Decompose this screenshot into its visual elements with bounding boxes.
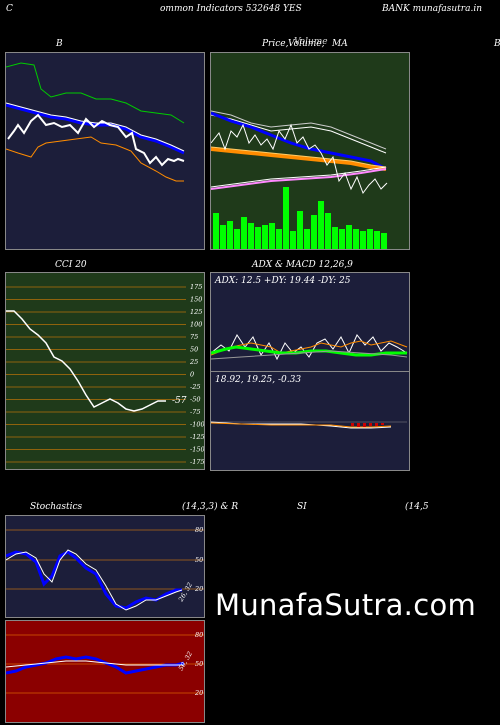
rsi-params: (14,5 [405,502,429,512]
rsi-tick-80: 80 [195,631,203,639]
ma-pink-white [211,166,387,188]
watermark: MunafaSutra.com [215,588,477,622]
ma-upper-white [211,114,387,154]
price-volume-chart [210,52,410,250]
bb-middle-band [6,103,185,155]
price-line [211,123,388,195]
bb-lower-band [6,136,184,182]
cci-tick-label: 25 [189,358,198,366]
adx-readout: ADX: 12.5 +DY: 19.44 -DY: 25 [215,276,351,286]
cci-tick-label: -150 [190,446,204,454]
price-svg [211,110,388,249]
rsi-tick-50: 50 [195,660,203,668]
cci-tick-label: -25 [190,383,200,391]
stoch-svg: 80 50 20 26, 32 [6,526,204,611]
ma-orange-light [211,146,387,168]
bollinger-chart [5,52,205,250]
rsi-svg: 80 50 20 50, 32 [6,631,204,697]
stoch-tick-50: 50 [195,556,203,564]
rsi-last-label: 50, 32 [177,650,194,672]
adx-minus-di [211,340,408,356]
macd-signal [211,422,392,428]
ma-upper-grey [211,110,387,150]
cci-tick-label: -75 [190,408,200,416]
macd-chart: 18.92, 19.25, -0.33 [210,371,410,471]
macd-svg [211,421,407,429]
bb-price [7,113,185,167]
cci-tick-label: 100 [190,321,202,329]
cci-tick-label: -175 [190,458,204,466]
price-title-ma: MA [332,39,348,49]
bb-middle-band-line [6,102,185,152]
cci-tick-label: 50 [190,346,198,354]
rsi-title: SI [297,502,307,512]
ma-orange [211,147,387,171]
stoch-title: Stochastics [30,502,83,512]
header-site: BANK munafasutra.in [382,4,482,14]
cci-tick-label: 175 [190,283,202,291]
cci-line [6,310,166,412]
macd-readout: 18.92, 19.25, -0.33 [215,375,302,385]
rsi-white [6,660,184,668]
adx-svg [211,334,408,361]
adx-line [211,345,407,357]
cci-tick-label: -125 [190,433,204,441]
rsi-blue [6,655,185,675]
stoch-last-label: 26, 32 [176,581,194,604]
price-title: Price, [262,39,289,49]
stoch-d [6,549,183,611]
cci-last-label: -57 [172,396,187,406]
cci-svg: 175 150 125 100 75 50 25 0 -25 -50 -75 -100 -125 -150… [6,283,204,466]
bb-upper-band [6,62,185,124]
adx-title: ADX & MACD 12,26,9 [252,260,353,270]
adx-chart: ADX: 12.5 +DY: 19.44 -DY: 25 [210,272,410,372]
price-title-volume-overlap: Volume [294,37,328,47]
stoch-tick-20: 20 [194,585,203,593]
cci-tick-label: -50 [190,396,200,404]
price-title-volume: Volume, [288,39,325,49]
cci-tick-label: -100 [190,421,204,429]
ma-pink [211,168,387,190]
bollinger-svg [6,62,185,182]
stoch-tick-80: 80 [195,526,203,534]
cci-chart: 175 150 125 100 75 50 25 0 -25 -50 -75 -100 -125 -150… [5,272,205,470]
macd-histogram [351,423,384,427]
cci-tick-label: 125 [190,308,202,316]
stoch-params: (14,3,3) & R [182,502,239,512]
bb-title: B [56,39,63,49]
cci-tick-label: 150 [190,296,202,304]
volume-bars [213,187,387,249]
adx-grey [211,350,408,360]
cci-tick-label: 75 [190,333,198,341]
cci-tick-label: 0 [190,371,194,379]
right-edge-title: B [494,39,500,49]
ma-blue [211,111,387,171]
rsi-chart: 80 50 20 50, 32 [5,620,205,723]
stochastics-chart: 80 50 20 26, 32 [5,515,205,618]
header-left: C [6,4,13,14]
rsi-tick-20: 20 [194,689,203,697]
cci-title: CCI 20 [55,260,87,270]
header-title: ommon Indicators 532648 YES [160,4,302,14]
